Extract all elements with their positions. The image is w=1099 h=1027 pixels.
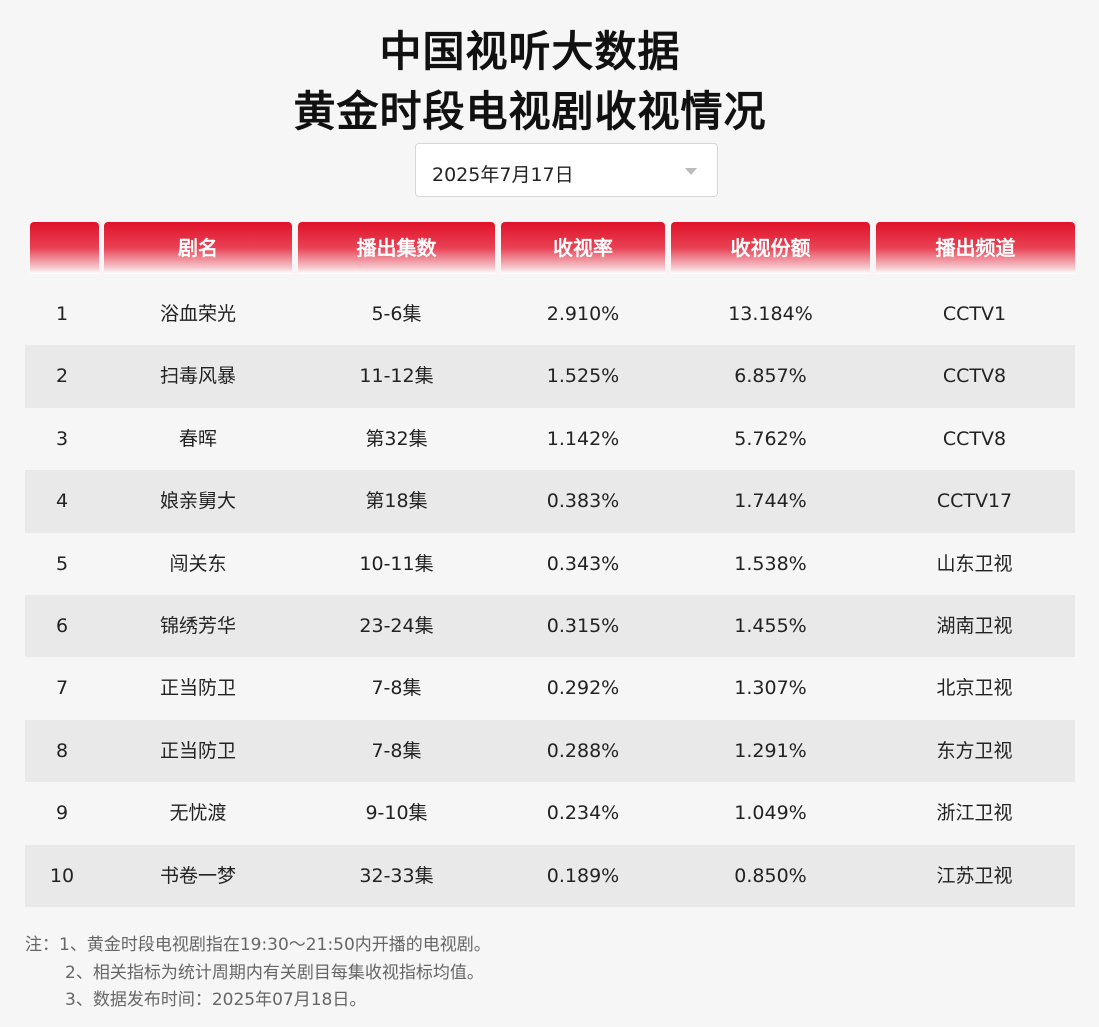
- page-title: 中国视听大数据: [379, 27, 681, 76]
- cell-channel: 山东卫视: [936, 552, 1013, 575]
- cell-title: 无忧渡: [169, 802, 227, 825]
- cell-title: 锦绣芳华: [159, 614, 236, 637]
- cell-channel: 北京卫视: [936, 677, 1013, 700]
- cell-rating: 0.234%: [546, 802, 620, 825]
- cell-episodes: 第18集: [365, 490, 428, 513]
- cell-title: 正当防卫: [159, 677, 236, 700]
- footnotes: 注：1、黄金时段电视剧指在19:30～21:50内开播的电视剧。 2、相关指标为…: [25, 932, 491, 1015]
- cell-rank: 7: [55, 677, 69, 700]
- cell-episodes: 9-10集: [365, 802, 428, 825]
- cell-rank: 2: [55, 365, 69, 388]
- cell-rating: 0.292%: [546, 677, 620, 700]
- cell-share: 1.455%: [734, 614, 807, 637]
- cell-rating: 1.142%: [546, 427, 620, 450]
- page-subtitle: 黄金时段电视剧收视情况: [293, 87, 767, 136]
- cell-channel: 浙江卫视: [936, 802, 1013, 825]
- header-title: 剧名: [104, 222, 292, 274]
- header-rank: [30, 222, 99, 274]
- cell-title: 闯关东: [169, 552, 227, 575]
- cell-share: 13.184%: [728, 303, 813, 325]
- cell-title: 娘亲舅大: [159, 490, 236, 513]
- cell-episodes: 23-24集: [359, 614, 434, 637]
- cell-title: 书卷一梦: [159, 864, 236, 887]
- cell-share: 1.744%: [734, 490, 807, 513]
- cell-rating: 0.189%: [546, 864, 620, 887]
- cell-share: 1.538%: [734, 552, 807, 575]
- header-episodes: 播出集数: [298, 222, 495, 274]
- cell-share: 1.049%: [734, 802, 807, 825]
- footnote-2: 2、相关指标为统计周期内有关剧目每集收视指标均值。: [65, 962, 484, 983]
- table-row: 9 无忧渡 9-10集 0.234% 1.049% 浙江卫视: [25, 782, 1075, 845]
- cell-channel: 湖南卫视: [936, 614, 1013, 637]
- cell-episodes: 11-12集: [359, 365, 434, 388]
- cell-episodes: 7-8集: [371, 739, 422, 762]
- cell-episodes: 5-6集: [371, 303, 422, 325]
- cell-rank: 1: [55, 303, 69, 325]
- footnote-3: 3、数据发布时间：2025年07月18日。: [65, 990, 367, 1010]
- header-rating: 收视率: [501, 222, 665, 274]
- cell-rank: 9: [55, 802, 69, 825]
- cell-share: 0.850%: [734, 864, 807, 887]
- date-select[interactable]: 2025年7月17日: [415, 143, 718, 197]
- cell-rating: 0.288%: [546, 739, 620, 762]
- cell-channel: 东方卫视: [936, 739, 1013, 762]
- cell-channel: CCTV1: [942, 303, 1007, 325]
- cell-rank: 8: [55, 739, 69, 762]
- cell-rating: 0.383%: [546, 490, 620, 513]
- cell-rank: 10: [49, 864, 75, 887]
- cell-share: 6.857%: [734, 365, 807, 388]
- table-row: 3 春晖 第32集 1.142% 5.762% CCTV8: [25, 407, 1075, 471]
- table-row: 4 娘亲舅大 第18集 0.383% 1.744% CCTV17: [25, 470, 1075, 533]
- cell-title: 春晖: [178, 427, 217, 450]
- table-row: 2 扫毒风暴 11-12集 1.525% 6.857% CCTV8: [25, 345, 1075, 408]
- cell-rank: 5: [55, 552, 69, 575]
- cell-share: 5.762%: [734, 427, 807, 450]
- cell-share: 1.291%: [734, 739, 807, 762]
- ratings-table: 剧名 播出集数 收视率 收视份额 播出频道 1 浴血荣光 5-6集 2.910% 13.…: [25, 222, 1075, 907]
- cell-rating: 1.525%: [546, 365, 620, 388]
- cell-channel: 江苏卫视: [936, 864, 1013, 887]
- table-header: 剧名 播出集数 收视率 收视份额 播出频道: [25, 222, 1075, 274]
- table-row: 1 浴血荣光 5-6集 2.910% 13.184% CCTV1: [25, 283, 1075, 346]
- cell-episodes: 7-8集: [371, 677, 422, 700]
- table-row: 8 正当防卫 7-8集 0.288% 1.291% 东方卫视: [25, 719, 1075, 783]
- cell-episodes: 32-33集: [359, 864, 434, 887]
- cell-channel: CCTV8: [942, 365, 1007, 388]
- table-body: 1 浴血荣光 5-6集 2.910% 13.184% CCTV1 2 扫毒风暴 11-12集 1.…: [25, 283, 1075, 907]
- chevron-down-icon[interactable]: [685, 168, 697, 175]
- header-share: 收视份额: [671, 222, 870, 274]
- cell-rank: 4: [55, 490, 69, 513]
- header-channel: 播出频道: [876, 222, 1075, 274]
- table-row: 6 锦绣芳华 23-24集 0.315% 1.455% 湖南卫视: [25, 594, 1075, 658]
- cell-channel: CCTV17: [936, 490, 1013, 513]
- cell-rating: 0.343%: [546, 552, 620, 575]
- cell-title: 正当防卫: [159, 739, 236, 762]
- cell-episodes: 第32集: [365, 427, 428, 450]
- cell-rank: 3: [55, 427, 69, 450]
- cell-rating: 2.910%: [546, 303, 620, 325]
- table-row: 10 书卷一梦 32-33集 0.189% 0.850% 江苏卫视: [25, 844, 1075, 907]
- footnote-1: 注：1、黄金时段电视剧指在19:30～21:50内开播的电视剧。: [25, 935, 491, 955]
- cell-episodes: 10-11集: [359, 552, 434, 575]
- cell-share: 1.307%: [734, 677, 807, 700]
- cell-title: 扫毒风暴: [159, 365, 236, 388]
- table-row: 7 正当防卫 7-8集 0.292% 1.307% 北京卫视: [25, 657, 1075, 720]
- cell-channel: CCTV8: [942, 427, 1007, 450]
- date-select-value: 2025年7月17日: [432, 164, 574, 186]
- table-row: 5 闯关东 10-11集 0.343% 1.538% 山东卫视: [25, 532, 1075, 595]
- cell-title: 浴血荣光: [159, 303, 236, 325]
- cell-rating: 0.315%: [546, 614, 620, 637]
- cell-rank: 6: [55, 614, 69, 637]
